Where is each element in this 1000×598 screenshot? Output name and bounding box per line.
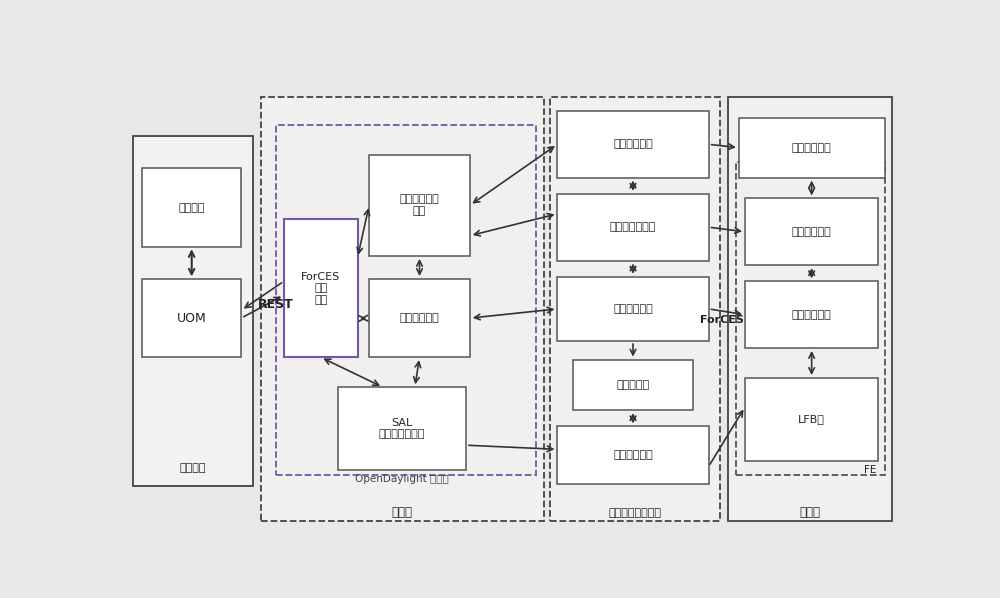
Text: 平台服务模块: 平台服务模块 bbox=[400, 313, 439, 323]
Bar bbox=[142, 169, 241, 247]
Text: 请求模块: 请求模块 bbox=[178, 203, 205, 213]
Bar bbox=[276, 125, 536, 475]
Bar bbox=[261, 97, 544, 521]
Bar bbox=[369, 155, 470, 256]
Bar bbox=[369, 279, 470, 357]
Bar bbox=[133, 136, 253, 486]
Text: 平台状态监视器: 平台状态监视器 bbox=[610, 222, 656, 232]
Bar bbox=[745, 199, 878, 265]
Bar bbox=[573, 359, 693, 410]
Text: 资源选择模块: 资源选择模块 bbox=[792, 310, 832, 320]
Bar bbox=[338, 387, 466, 470]
Bar bbox=[736, 161, 885, 475]
Text: 资源信息模块: 资源信息模块 bbox=[792, 143, 832, 152]
Text: FE: FE bbox=[864, 465, 877, 475]
Text: UOM: UOM bbox=[177, 312, 207, 325]
Text: REST: REST bbox=[258, 298, 294, 311]
Text: 任务分测器: 任务分测器 bbox=[616, 380, 650, 390]
Text: 平台选择模块: 平台选择模块 bbox=[613, 304, 653, 314]
Text: LFB库: LFB库 bbox=[798, 414, 825, 425]
Bar bbox=[550, 97, 720, 521]
Bar bbox=[728, 97, 892, 521]
Text: 执行层: 执行层 bbox=[800, 507, 821, 520]
Text: 任务执行模块: 任务执行模块 bbox=[613, 450, 653, 460]
Bar bbox=[745, 281, 878, 348]
Text: 网络服务功能
模块: 网络服务功能 模块 bbox=[400, 194, 439, 216]
Bar bbox=[739, 118, 885, 178]
Text: 控制层: 控制层 bbox=[392, 507, 413, 520]
Text: OpenDaylight 控制器: OpenDaylight 控制器 bbox=[355, 474, 449, 484]
Bar bbox=[557, 426, 709, 484]
Text: 网络应用模块: 网络应用模块 bbox=[792, 227, 832, 237]
Text: 资源信息模块: 资源信息模块 bbox=[613, 139, 653, 150]
Bar bbox=[557, 111, 709, 178]
Bar bbox=[284, 219, 358, 357]
Bar bbox=[557, 194, 709, 261]
Text: ForCES
控制
模块: ForCES 控制 模块 bbox=[301, 271, 340, 305]
Bar bbox=[142, 279, 241, 357]
Text: 消费者层: 消费者层 bbox=[180, 463, 206, 473]
Text: SAL
（中间件服务）: SAL （中间件服务） bbox=[379, 418, 425, 440]
Bar bbox=[557, 277, 709, 341]
Text: 多平台资源分配层: 多平台资源分配层 bbox=[608, 508, 661, 518]
Bar bbox=[745, 378, 878, 461]
Text: ForCES: ForCES bbox=[700, 315, 744, 325]
